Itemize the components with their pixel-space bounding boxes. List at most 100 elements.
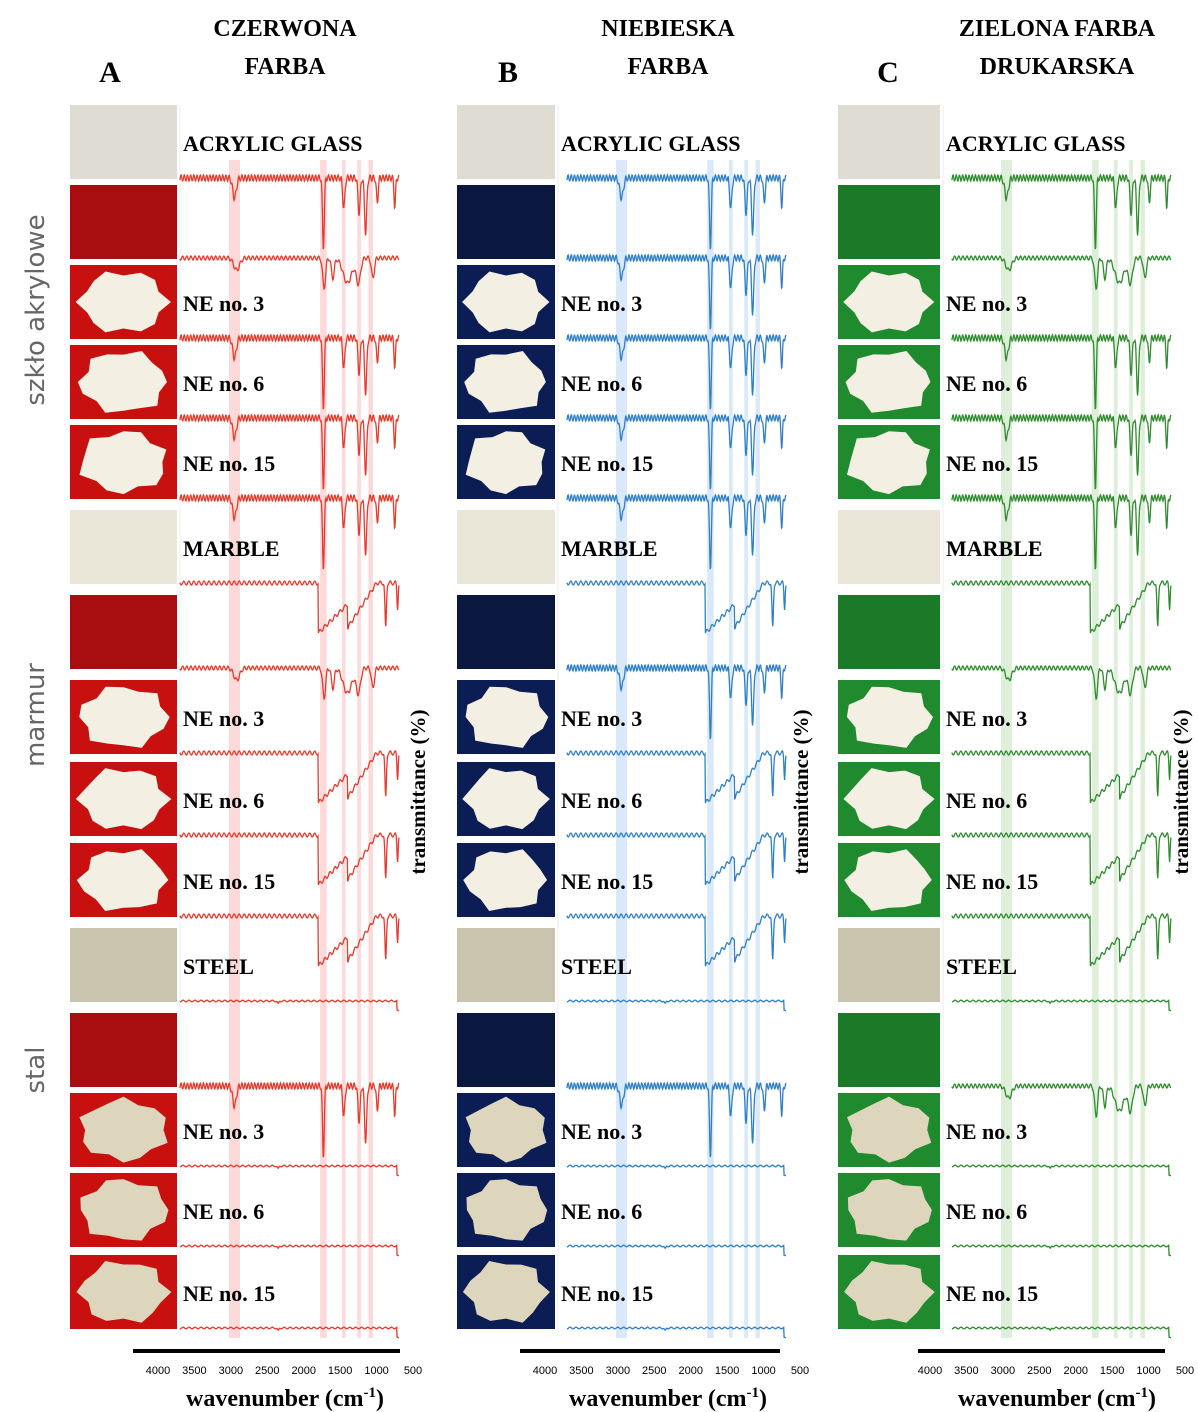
- row-label: NE no. 6: [946, 371, 1027, 396]
- highlight-band: [357, 160, 361, 1338]
- spectrum: [566, 832, 787, 886]
- y-axis-label: transmittance (%): [406, 709, 430, 874]
- row-label: NE no. 6: [183, 371, 264, 396]
- x-tick-label: 2000: [1063, 1365, 1087, 1377]
- x-tick-label: 500: [791, 1365, 809, 1377]
- spectrum: [179, 913, 400, 967]
- row-label: NE no. 3: [183, 291, 264, 316]
- row-label: STEEL: [561, 954, 632, 979]
- highlight-band: [368, 160, 373, 1338]
- photo: [70, 185, 177, 259]
- row-label: NE no. 3: [561, 706, 642, 731]
- sample-blob: [75, 768, 172, 830]
- substrate-photo: [457, 928, 555, 1002]
- substrate-photo: [70, 105, 177, 179]
- sample-blob: [844, 849, 932, 911]
- x-tick-label: 2500: [255, 1365, 279, 1377]
- sample-blob: [843, 768, 935, 830]
- photo: [70, 762, 177, 836]
- sample-blob: [843, 271, 935, 333]
- photo: [70, 595, 177, 669]
- sample-blob: [844, 1261, 935, 1323]
- row-label: NE no. 3: [183, 1119, 264, 1144]
- spectrum: [951, 333, 1172, 410]
- spectrum: [951, 999, 1172, 1012]
- x-tick-label: 2500: [642, 1365, 666, 1377]
- photo: [838, 1093, 940, 1167]
- row-label: NE no. 3: [183, 706, 264, 731]
- photo: [838, 185, 940, 259]
- highlight-band: [1001, 160, 1012, 1338]
- y-axis-label: transmittance (%): [1169, 709, 1193, 874]
- sample-blob: [76, 849, 169, 911]
- x-tick-label: 1000: [751, 1365, 775, 1377]
- paint-photo: [70, 1013, 177, 1087]
- spectrum: [951, 1244, 1172, 1257]
- row-label: NE no. 6: [561, 788, 642, 813]
- spectrum: [566, 493, 787, 570]
- x-tick-label: 1500: [328, 1365, 352, 1377]
- spectrum: [566, 1081, 787, 1158]
- substrate-photo: [70, 510, 177, 584]
- panel-title: DRUKARSKA: [980, 54, 1135, 80]
- spectrum: [179, 1244, 400, 1257]
- substrate-photo: [838, 510, 940, 584]
- substrate-photo: [457, 510, 555, 584]
- x-axis-label-text: wavenumber (cm: [958, 1386, 1136, 1412]
- photo: [838, 595, 940, 669]
- spectrum: [951, 1326, 1172, 1339]
- x-tick-label: 500: [1176, 1365, 1194, 1377]
- sample-blob: [75, 271, 171, 333]
- row-label: STEEL: [946, 954, 1017, 979]
- photo: [838, 1173, 940, 1247]
- x-tick-label: 2000: [291, 1365, 315, 1377]
- spectrum: [179, 750, 400, 804]
- photo: [457, 1173, 555, 1247]
- row-label: NE no. 15: [561, 451, 653, 476]
- x-tick-label: 4000: [918, 1365, 942, 1377]
- highlight-band: [1113, 160, 1118, 1338]
- sample-blob: [462, 768, 550, 830]
- photo: [457, 680, 555, 754]
- x-axis-label-end: ): [376, 1386, 384, 1412]
- x-axis-label: wavenumber (cm-1): [958, 1385, 1156, 1412]
- photo: [70, 1093, 177, 1167]
- photo: [838, 345, 940, 419]
- sample-blob: [847, 1179, 932, 1241]
- photo: [838, 928, 940, 1002]
- spectrum: [951, 413, 1172, 490]
- photo: [838, 1255, 940, 1329]
- row-label: NE no. 3: [561, 1119, 642, 1144]
- highlight-band: [1140, 160, 1145, 1338]
- photo: [70, 1013, 177, 1087]
- panel-title: CZERWONA: [213, 16, 357, 42]
- spectrum: [951, 913, 1172, 967]
- photo: [838, 680, 940, 754]
- y-axis-label: transmittance (%): [789, 709, 813, 874]
- spectrum: [179, 413, 400, 490]
- sample-blob: [466, 1179, 548, 1241]
- spectrum: [566, 173, 787, 250]
- row-label: ACRYLIC GLASS: [183, 131, 363, 156]
- photo: [70, 928, 177, 1002]
- x-tick-label: 1000: [364, 1365, 388, 1377]
- x-tick-label: 3500: [954, 1365, 978, 1377]
- sample-blob: [79, 1096, 168, 1163]
- panel-letter: B: [498, 56, 518, 89]
- spectrum: [951, 580, 1172, 634]
- x-axis-label-text: wavenumber (cm: [186, 1386, 364, 1412]
- highlight-band: [1092, 160, 1099, 1338]
- row-label: MARBLE: [561, 536, 658, 561]
- spectrum: [179, 580, 400, 634]
- row-label: NE no. 15: [561, 869, 653, 894]
- photo: [838, 105, 940, 179]
- x-tick-label: 1500: [715, 1365, 739, 1377]
- spectrum: [179, 1081, 400, 1158]
- x-tick-label: 3000: [991, 1365, 1015, 1377]
- panel-letter: A: [99, 56, 121, 89]
- row-label: MARBLE: [183, 536, 280, 561]
- row-label: NE no. 3: [946, 1119, 1027, 1144]
- x-tick-label: 3000: [606, 1365, 630, 1377]
- row-label: NE no. 6: [183, 1199, 264, 1224]
- panel-title: NIEBIESKA: [601, 16, 735, 42]
